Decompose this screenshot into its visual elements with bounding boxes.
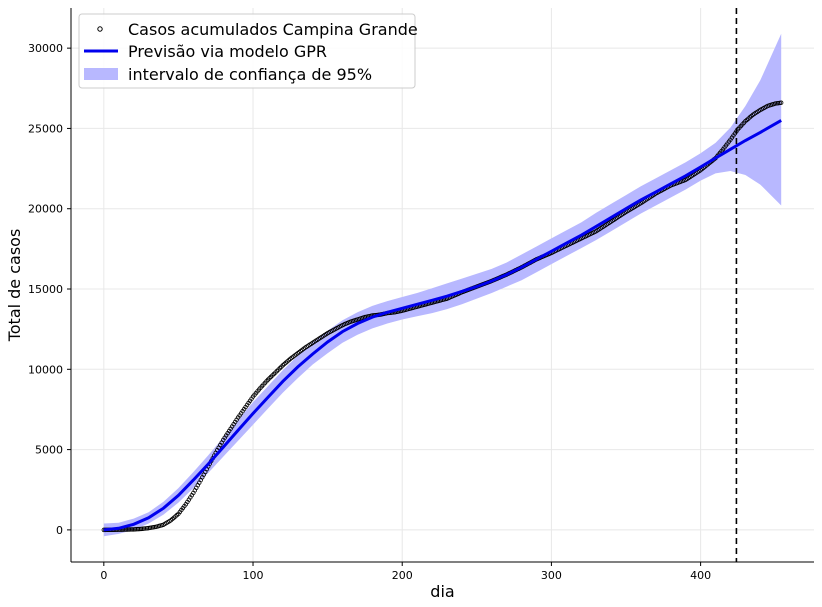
observed-point-20 — [131, 527, 136, 532]
y-tick-label-0: 0 — [56, 524, 63, 537]
y-tick-label-4: 20000 — [28, 203, 63, 216]
x-tick-label-1: 100 — [243, 569, 264, 582]
observed-point-21 — [132, 527, 138, 532]
y-tick-label-2: 10000 — [28, 363, 63, 376]
x-tick-label-0: 0 — [100, 569, 107, 582]
y-tick-label-6: 30000 — [28, 42, 63, 55]
observed-point-25 — [138, 526, 144, 532]
observed-point-28 — [143, 526, 148, 531]
confidence-interval-band — [103, 33, 782, 537]
observed-point-18 — [128, 527, 133, 532]
observed-point-29 — [144, 526, 150, 531]
x-tick-label-3: 300 — [541, 569, 562, 582]
observed-point-22 — [134, 527, 139, 532]
y-tick-label-5: 25000 — [28, 122, 63, 135]
legend-frame — [78, 13, 416, 89]
x-tick-label-4: 400 — [690, 569, 711, 582]
observed-point-24 — [137, 526, 142, 532]
ticks: 0 100 200 300 400 0 5000 10000 15000 20000 25000 30… — [28, 42, 711, 582]
x-tick-label-2: 200 — [392, 569, 413, 582]
observed-point-19 — [129, 527, 135, 532]
observed-point-17 — [126, 527, 132, 532]
legend-marker-observed — [97, 26, 103, 32]
y-tick-label-1: 5000 — [35, 444, 63, 457]
gpr-prediction-line — [103, 119, 782, 532]
legend-marker-interval — [84, 68, 118, 80]
legend-label-prediction: Previsão via modelo GPR — [128, 42, 327, 61]
y-axis-title: Total de casos — [5, 229, 24, 343]
observed-point-27 — [141, 526, 147, 531]
legend-label-observed: Casos acumulados Campina Grande — [128, 20, 418, 39]
x-axis-title: dia — [430, 582, 454, 601]
y-tick-label-3: 15000 — [28, 283, 63, 296]
observed-point-454 — [778, 100, 784, 105]
legend: Casos acumulados Campina Grande Previsão… — [78, 13, 418, 89]
observed-point-23 — [135, 526, 141, 532]
axes — [70, 8, 814, 563]
observed-point-26 — [140, 526, 145, 531]
observed-point-16 — [125, 527, 130, 532]
legend-label-interval: intervalo de confiança de 95% — [128, 65, 372, 84]
